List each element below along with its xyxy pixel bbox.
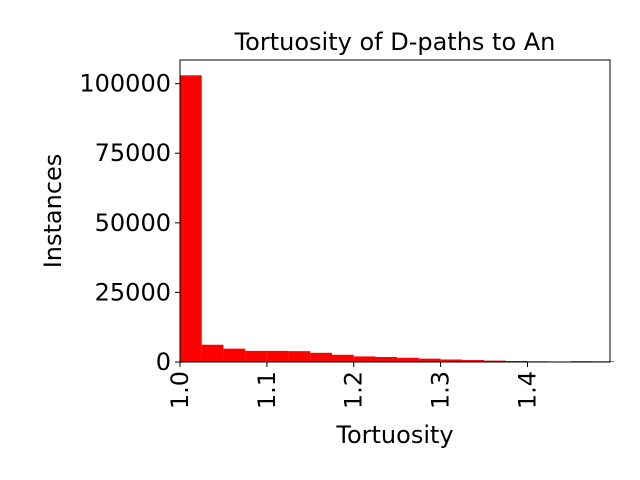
- histogram-bar: [288, 351, 311, 362]
- histogram-bar: [201, 344, 224, 362]
- histogram-bar: [397, 357, 419, 362]
- y-axis-label: Instances: [39, 154, 67, 269]
- bars-group: [180, 75, 615, 363]
- histogram-bar: [462, 360, 485, 362]
- plot-frame: [179, 59, 611, 363]
- histogram-bar: [418, 358, 441, 362]
- y-tick-label: 75000: [95, 139, 171, 167]
- x-tick-label: 1.4: [513, 371, 541, 409]
- y-tick-label: 50000: [95, 209, 171, 237]
- histogram-bar: [266, 350, 289, 362]
- x-tick-label: 1.0: [166, 371, 194, 409]
- histogram-bar: [353, 356, 376, 362]
- histogram-bar: [245, 350, 267, 362]
- y-tick-label: 100000: [79, 70, 171, 98]
- histogram-bar: [310, 352, 333, 362]
- y-axis-ticks: 0 25000 50000 75000 100000: [79, 70, 180, 376]
- x-axis-ticks: 1.0 1.1 1.2 1.3 1.4: [166, 362, 541, 409]
- histogram-bar: [180, 75, 202, 363]
- histogram-bar: [375, 356, 398, 362]
- histogram-bar: [332, 354, 354, 362]
- histogram-bar: [440, 359, 463, 362]
- x-tick-label: 1.2: [340, 371, 368, 409]
- x-tick-label: 1.3: [427, 371, 455, 409]
- chart-title: Tortuosity of D-paths to An: [234, 28, 556, 56]
- y-tick-label: 0: [156, 348, 171, 376]
- histogram-bar: [484, 360, 506, 362]
- y-tick-label: 25000: [95, 278, 171, 306]
- x-tick-label: 1.1: [253, 371, 281, 409]
- x-axis-label: Tortuosity: [335, 421, 453, 449]
- histogram-bar: [223, 348, 246, 362]
